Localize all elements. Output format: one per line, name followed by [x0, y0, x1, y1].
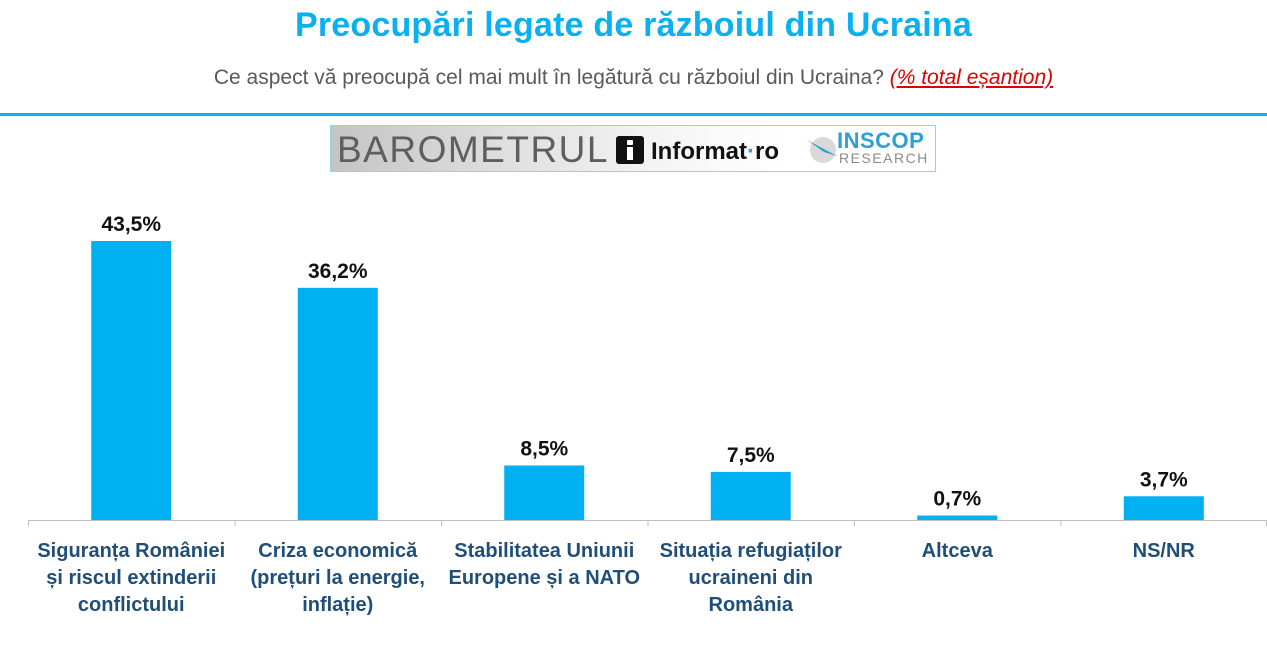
- informat-info-icon: [616, 136, 644, 164]
- bar-2: [297, 287, 378, 520]
- category-label-2: Criza economică (prețuri la energie, inf…: [250, 540, 426, 616]
- bar-value-label-5: 0,7%: [933, 488, 981, 511]
- inscop-research-text: RESEARCH: [839, 150, 929, 166]
- bar-4: [710, 471, 791, 520]
- category-label-4: Situația refugiaților ucraineni din Româ…: [659, 540, 842, 616]
- barometrul-wordmark: BAROMETRUL: [337, 129, 609, 170]
- bar-value-label-6: 3,7%: [1140, 468, 1188, 491]
- chart-title: Preocupări legate de războiul din Ucrain…: [294, 6, 973, 44]
- bar-1: [91, 241, 172, 520]
- bar-value-label-1: 43,5%: [101, 213, 161, 236]
- bar-value-label-2: 36,2%: [308, 260, 368, 283]
- category-label-6: NS/NR: [1132, 540, 1195, 562]
- informat-tld: ro: [755, 138, 779, 165]
- bar-6: [1123, 496, 1204, 520]
- header-divider: [0, 113, 1267, 116]
- informat-wordmark: Informat·ro: [651, 138, 779, 166]
- inscop-wordmark: INSCOP: [837, 128, 925, 153]
- barometrul-logo-banner: BAROMETRUL Informat·ro INSCOP RESEARCH: [330, 125, 936, 172]
- subtitle-note: (% total eșantion): [889, 66, 1054, 89]
- informat-dot: ·: [747, 138, 755, 165]
- category-label-3: Stabilitatea Uniunii Europene și a NATO: [448, 540, 641, 589]
- chart-subtitle: Ce aspect vă preocupă cel mai mult în le…: [0, 66, 1267, 90]
- category-label-1: Siguranța României și riscul extinderii …: [37, 540, 226, 616]
- x-axis: [28, 520, 1267, 526]
- informat-name: Informat: [651, 138, 747, 165]
- category-label-5: Altceva: [921, 540, 993, 562]
- bar-value-label-3: 8,5%: [520, 437, 568, 460]
- bar-value-label-4: 7,5%: [727, 444, 775, 467]
- bar-chart: 43,5% 36,2% 8,5% 7,5% 0,7% 3,7%: [28, 213, 1267, 526]
- subtitle-question: Ce aspect vă preocupă cel mai mult în le…: [213, 66, 890, 89]
- bar-5: [917, 515, 998, 520]
- inscop-swoosh-icon: [807, 137, 837, 163]
- bar-3: [504, 465, 585, 520]
- bar-series: 43,5% 36,2% 8,5% 7,5% 0,7% 3,7%: [91, 213, 1204, 520]
